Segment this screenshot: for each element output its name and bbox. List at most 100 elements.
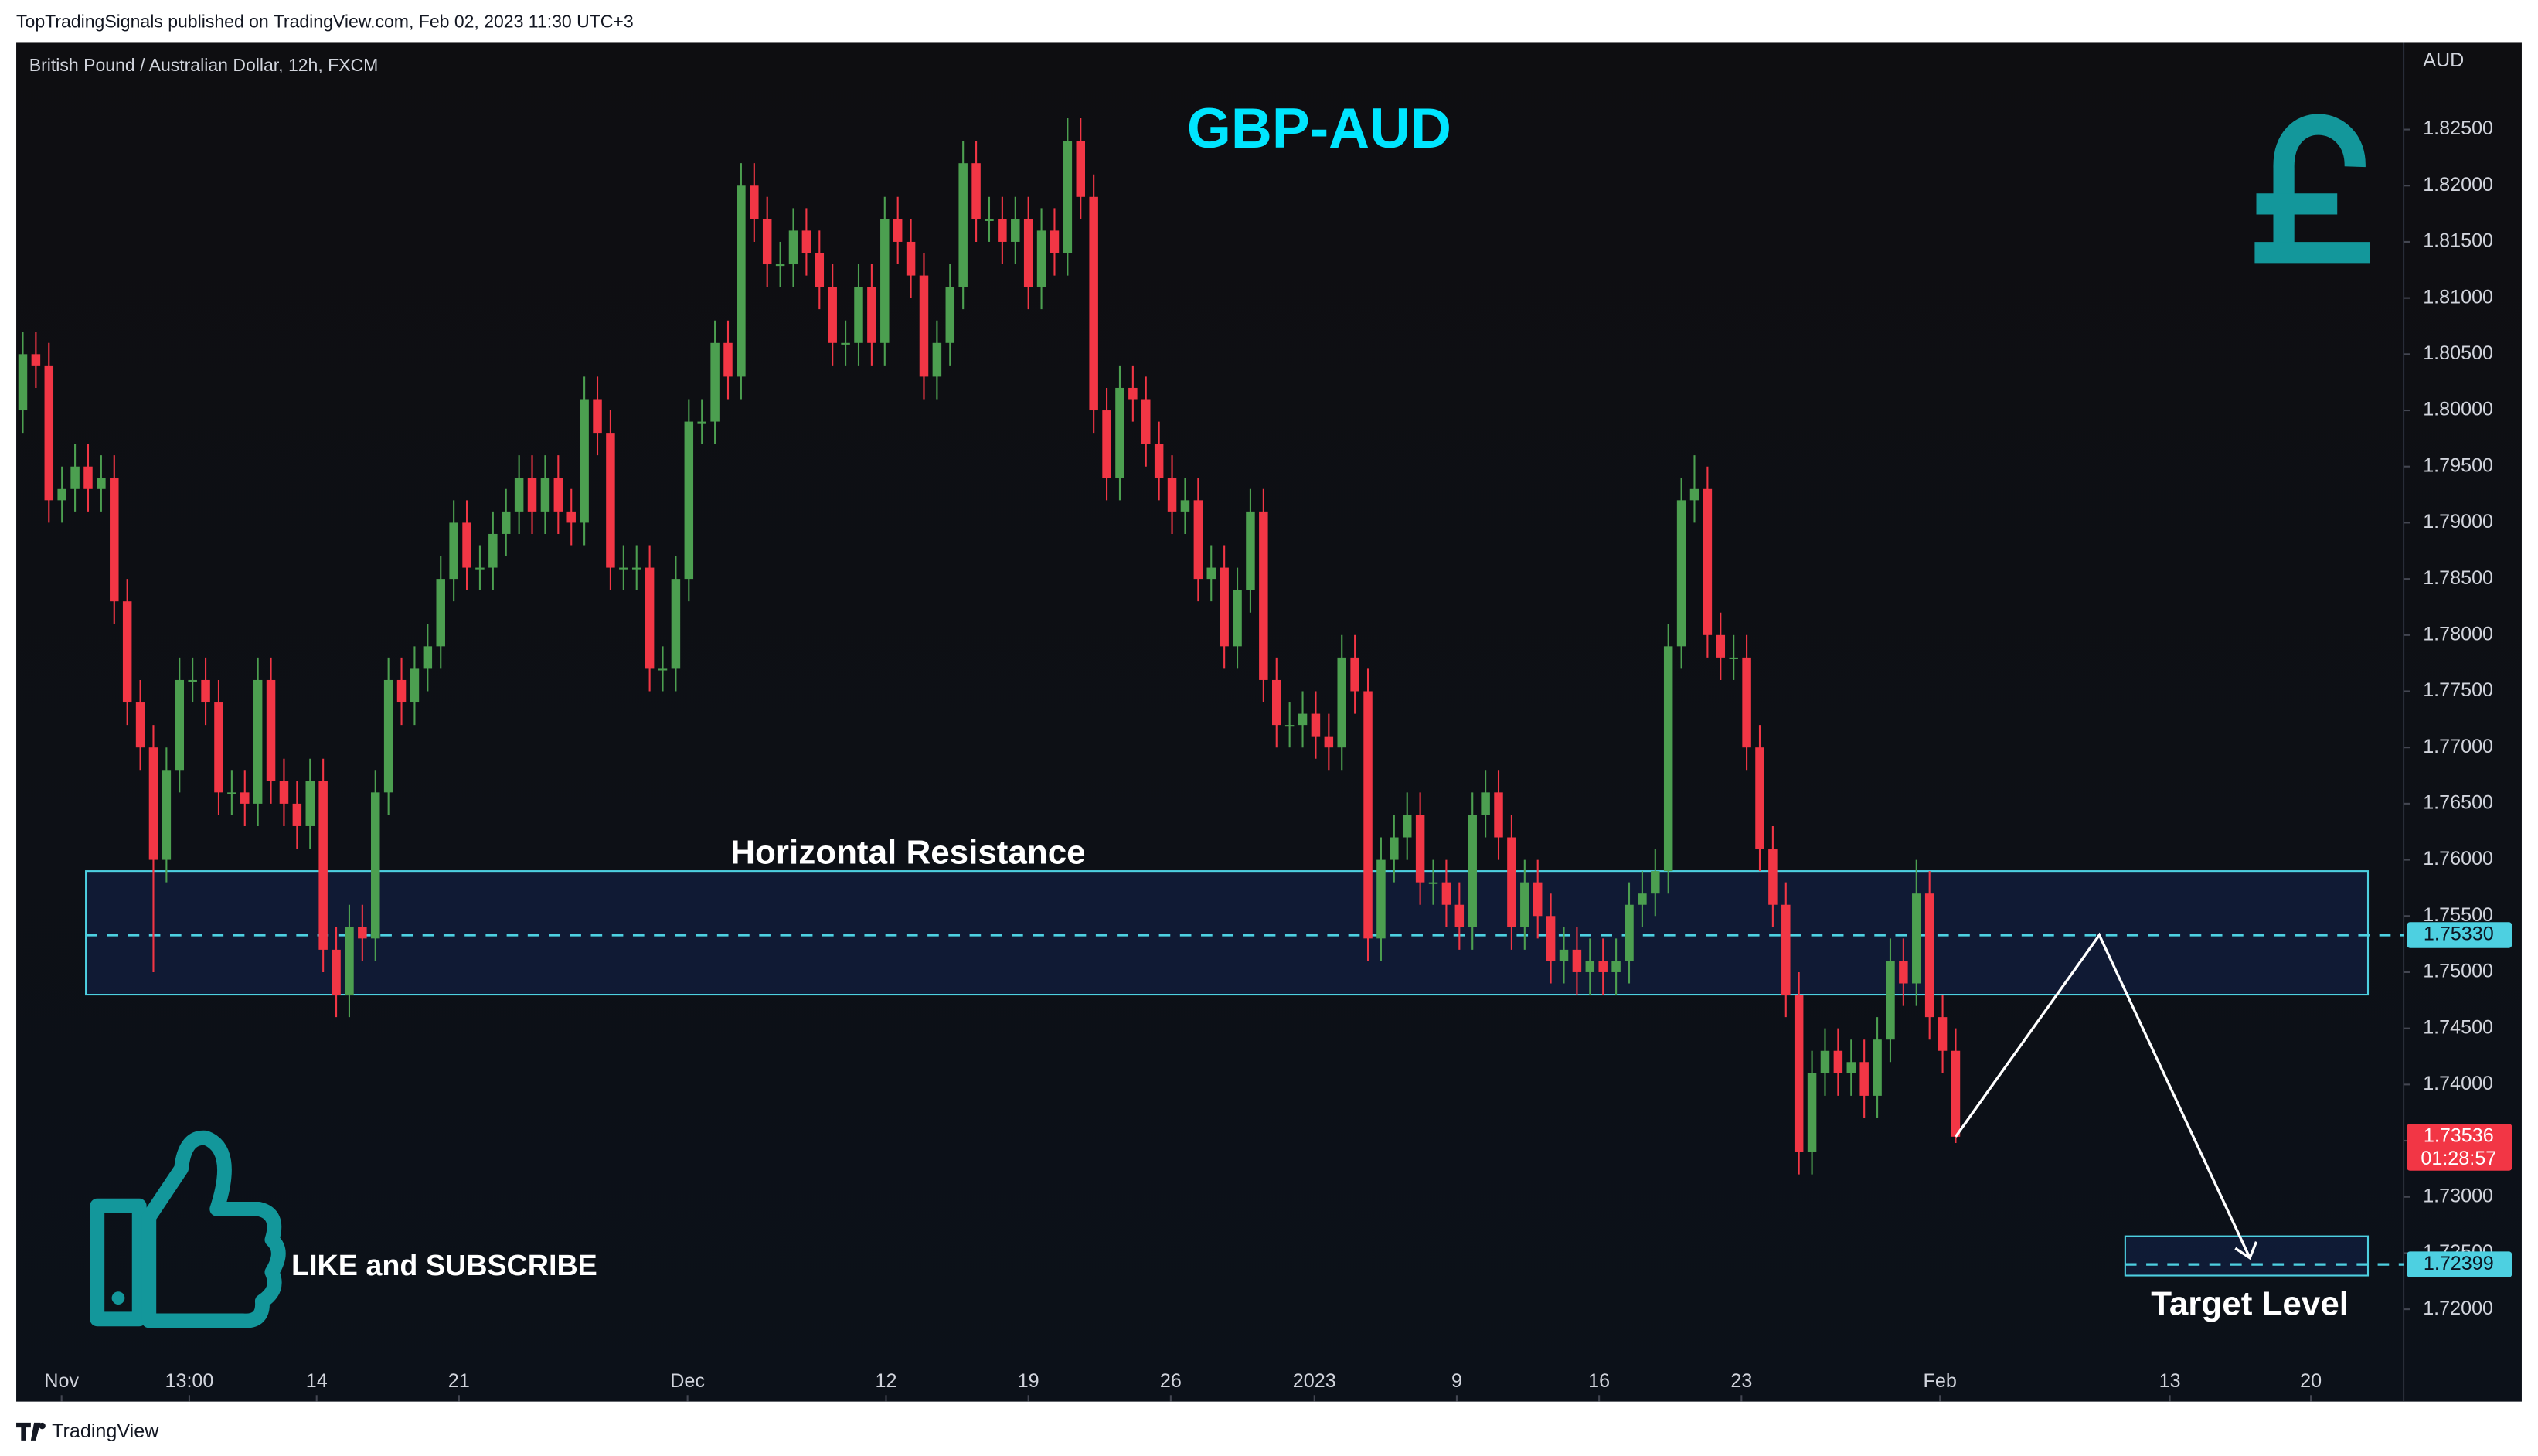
candle-body [266,679,276,781]
projection-arrowhead [2234,1241,2258,1260]
candle-body [1676,500,1686,647]
candle-body [1180,500,1190,512]
candle-body [1271,679,1281,726]
y-tick-label: 1.80000 [2423,399,2493,420]
candle-body [1102,410,1111,478]
candle-body [1454,904,1465,927]
candle-body [1115,387,1124,478]
candle-body [1899,961,1908,984]
candle-body [501,511,511,534]
candle-body [345,927,354,995]
candle-body [1807,1073,1817,1152]
candle-body [292,803,302,826]
candle-body [1246,511,1255,590]
x-tick-label: Dec [670,1370,705,1392]
y-tick-label: 1.78000 [2423,623,2493,645]
price-tag [2407,922,2512,948]
x-tick-label: 12 [876,1370,897,1392]
countdown-label: 01:28:57 [2421,1148,2496,1169]
x-tick-label: 23 [1730,1370,1752,1392]
candle-body [631,567,641,570]
x-tick-label: 20 [2300,1370,2322,1392]
candle-body [148,747,158,860]
candle-body [566,511,576,523]
candle-body [671,579,681,669]
candle-body [44,365,54,501]
candle-body [1233,590,1242,647]
price-tag-label: 1.75330 [2424,924,2494,945]
candle-body [619,567,628,570]
footer-logo [16,1422,46,1441]
candle-body [358,927,367,939]
thumbs-up-icon [90,1130,286,1328]
candle-body [1141,399,1151,444]
candle-body [332,949,341,995]
y-tick-label: 1.82000 [2423,174,2493,196]
last-price-tag [2407,1124,2512,1171]
candle-body [188,679,197,682]
candle-body [1050,230,1060,253]
candle-body [423,646,433,669]
candle-body [945,287,955,343]
candle-body [1154,444,1164,478]
candle-body [1206,567,1216,580]
candle-body [1546,916,1556,961]
candle-body [710,342,720,422]
candle-body [1729,657,1738,659]
candle-body [540,478,550,512]
candle-body [1468,815,1477,927]
candle-body [1794,995,1804,1152]
candle-body [214,702,223,793]
candle-body [1011,219,1020,242]
candle-body [1363,691,1373,939]
y-tick-label: 1.72000 [2423,1298,2493,1319]
plot-background [16,42,2522,1402]
footer-brand: TradingView [52,1420,159,1442]
candle-body [1402,815,1412,838]
y-tick-label: 1.74000 [2423,1073,2493,1094]
candle-body [383,679,393,793]
candle-body [70,466,80,489]
candle-body [1481,792,1490,815]
candle-body [253,679,263,804]
candle-body [1938,1017,1948,1051]
candle-body [1886,961,1895,1040]
candle-body [449,522,458,580]
candle-body [122,601,132,703]
candle-body [1572,949,1582,972]
candle-body [1520,882,1529,927]
candle-body [227,792,236,794]
candle-body [1036,230,1046,287]
x-tick-label: 13:00 [165,1370,214,1392]
y-tick-label: 1.76000 [2423,848,2493,869]
candle-body [1651,871,1660,894]
candle-body [110,478,119,602]
x-tick-label: 19 [1018,1370,1039,1392]
candle-body [1598,961,1608,972]
thumb-hand [141,1130,286,1328]
candle-body [553,478,563,512]
pound-icon [2254,114,2370,264]
candle-body [371,792,380,939]
candle-body [175,679,185,771]
candle-body [658,668,668,671]
candle-body [593,399,602,434]
x-tick-label: 26 [1160,1370,1182,1392]
candle-body [854,287,863,343]
x-tick-label: 16 [1588,1370,1610,1392]
candle-body [1220,567,1229,647]
header: TopTradingSignals published on TradingVi… [16,11,634,31]
candle-body [1781,904,1791,995]
candle-body [932,342,942,377]
candle-body [436,579,445,647]
x-tick-label: 14 [306,1370,328,1392]
candle-body [919,275,929,377]
candle-body [1873,1039,1882,1096]
candle-body [97,478,106,489]
candle-body [1611,961,1621,972]
candle-body [135,702,145,748]
candle-body [801,230,811,253]
candle-body [958,163,968,287]
candle-body [841,342,850,345]
candle-body [1350,657,1359,692]
